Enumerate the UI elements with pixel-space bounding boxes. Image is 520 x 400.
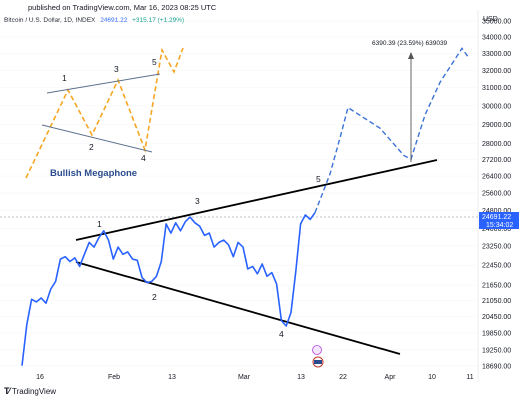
event-icon[interactable] <box>312 345 322 355</box>
y-tick-label: 22450.00 <box>482 263 511 270</box>
wave-label-3: 3 <box>195 196 200 206</box>
y-tick-label: 27200.00 <box>482 157 511 164</box>
y-tick-label: 20450.00 <box>482 314 511 321</box>
y-tick-label: 30000.00 <box>482 103 511 110</box>
price-label-value: 24691.22 <box>482 214 511 221</box>
inset-label-4: 4 <box>141 153 146 163</box>
inset-label-5: 5 <box>152 57 157 67</box>
target-annotation: 6390.39 (23.59%) 639039 <box>372 40 448 47</box>
price-axis[interactable]: 35000.00 34000.00 33000.00 32000.00 31000.00… <box>482 19 511 371</box>
wave-label-4: 4 <box>279 329 284 339</box>
inset-zigzag <box>25 47 184 179</box>
currency-label: USD <box>483 16 498 23</box>
tradingview-logo-icon: T⁄ <box>4 386 10 396</box>
x-tick-label: 22 <box>339 374 347 381</box>
price-label-countdown: 15:34:02 <box>486 222 513 229</box>
event-markers[interactable] <box>312 345 324 368</box>
inset-label-2: 2 <box>89 142 94 152</box>
price-line[interactable] <box>21 212 316 366</box>
y-tick-label: 34000.00 <box>482 34 511 41</box>
x-tick-label: 16 <box>36 374 44 381</box>
x-tick-label: Mar <box>238 374 251 381</box>
grid <box>0 20 478 367</box>
inset-upper-line <box>46 73 161 94</box>
flag-stripes-icon <box>314 360 322 364</box>
y-tick-label: 18690.00 <box>482 364 511 371</box>
y-tick-label: 29000.00 <box>482 122 511 129</box>
y-tick-label: 24800.00 <box>482 208 511 215</box>
inset-label-1: 1 <box>62 73 67 83</box>
y-tick-label: 19850.00 <box>482 330 511 337</box>
x-tick-label: Apr <box>385 374 397 381</box>
y-tick-label: 35000.00 <box>482 19 511 26</box>
footer-brand: T⁄ TradingView <box>4 386 56 396</box>
y-tick-label: 19250.00 <box>482 347 511 354</box>
published-caption: published on TradingView.com, Mar 16, 20… <box>28 3 217 12</box>
y-tick-label: 28000.00 <box>482 141 511 148</box>
wave-label-2: 2 <box>152 292 157 302</box>
footer-brand-name: TradingView <box>12 386 57 396</box>
symbol-name: Bitcoin / U.S. Dollar, 1D, INDEX <box>4 17 96 24</box>
y-tick-label: 31000.00 <box>482 85 511 92</box>
y-tick-label: 21650.00 <box>482 283 511 290</box>
x-tick-label: Feb <box>108 374 120 381</box>
projection-line <box>314 47 469 213</box>
inset-title: Bullish Megaphone <box>50 168 137 179</box>
wave-label-1: 1 <box>97 219 102 229</box>
x-tick-label: 10 <box>428 374 436 381</box>
time-axis[interactable]: 16 Feb 13 Mar 13 22 Apr 10 11 <box>36 374 474 381</box>
price-label-box: 24691.22 15:34:02 <box>479 212 519 229</box>
last-price: 24691.22 <box>100 17 128 24</box>
x-tick-label: 13 <box>297 374 305 381</box>
x-tick-label: 13 <box>168 374 176 381</box>
inset-pattern: 1 2 3 4 5 Bullish Megaphone <box>25 47 184 179</box>
upper-trendline <box>75 159 438 241</box>
y-tick-label: 32000.00 <box>482 68 511 75</box>
y-tick-label: 25600.00 <box>482 190 511 197</box>
y-tick-label: 33000.00 <box>482 51 511 58</box>
lower-trendline <box>75 261 401 355</box>
wave-label-5: 5 <box>316 174 321 184</box>
inset-label-3: 3 <box>114 64 119 74</box>
inset-lower-line <box>41 124 153 153</box>
y-tick-label: 26400.00 <box>482 174 511 181</box>
price-change: +315.17 (+1.29%) <box>132 17 185 24</box>
x-tick-label: 11 <box>466 374 473 381</box>
y-tick-label: 21050.00 <box>482 298 511 305</box>
symbol-legend: Bitcoin / U.S. Dollar, 1D, INDEX 24691.2… <box>4 17 184 24</box>
y-tick-label: 24000.00 <box>482 226 511 233</box>
target-arrow-head <box>408 52 414 59</box>
y-tick-label: 23250.00 <box>482 243 511 250</box>
